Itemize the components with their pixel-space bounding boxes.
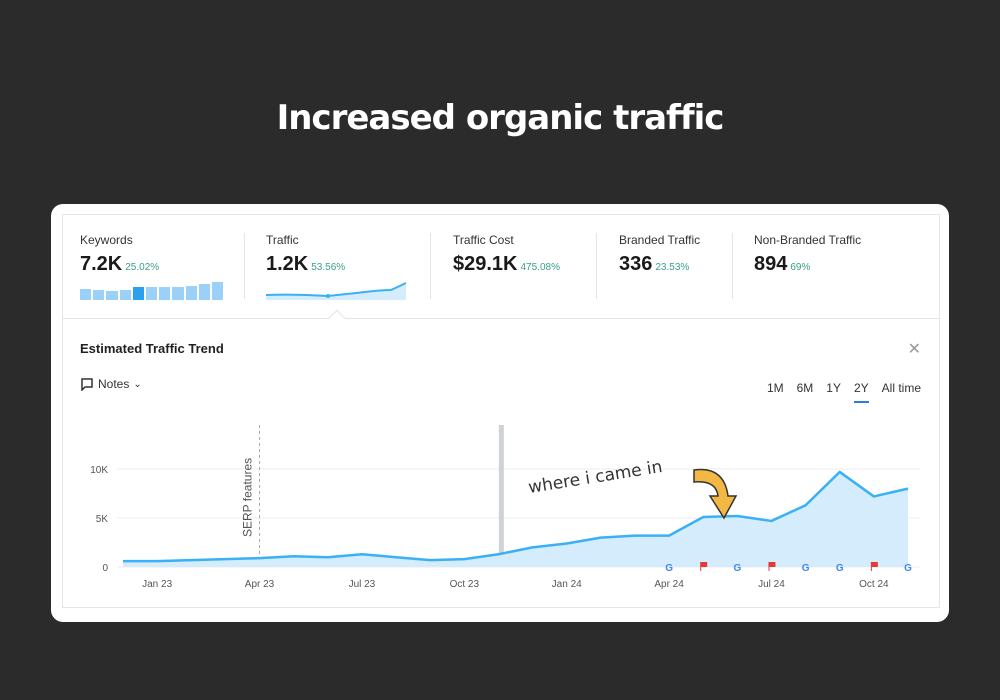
traffic-line <box>123 470 909 563</box>
metric-traffic[interactable]: Traffic 1.2K 53.56% <box>265 233 408 305</box>
google-update-icon: G <box>665 563 673 574</box>
divider <box>596 233 597 299</box>
keyword-bar <box>145 287 158 300</box>
y-tick-label: 10K <box>90 465 108 476</box>
keyword-bar <box>198 283 210 300</box>
notes-dropdown[interactable]: Notes ⌄ <box>80 377 142 391</box>
metric-change: 69% <box>790 262 811 273</box>
metric-change: 475.08% <box>520 262 560 273</box>
close-icon[interactable]: ✕ <box>907 341 921 358</box>
metric-branded-traffic[interactable]: Branded Traffic 336 23.53% <box>619 233 700 276</box>
x-tick-label: Apr 24 <box>654 579 684 590</box>
keyword-bar <box>132 286 144 300</box>
range-tabs: 1M 6M 1Y 2Y All time <box>766 381 921 403</box>
metric-label: Keywords <box>80 233 133 247</box>
x-tick-label: Oct 23 <box>450 579 480 590</box>
keyword-bar <box>119 290 131 300</box>
divider <box>430 233 431 299</box>
current-period-bar <box>498 425 504 567</box>
metric-value: 1.2K <box>266 253 309 275</box>
metric-non-branded-traffic[interactable]: Non-Branded Traffic 894 69% <box>754 233 861 276</box>
google-update-icon: G <box>836 563 844 574</box>
metric-label: Traffic Cost <box>453 233 514 247</box>
panel-title: Estimated Traffic Trend <box>80 341 224 356</box>
keywords-sparkbars <box>80 282 224 300</box>
metric-label: Branded Traffic <box>619 233 701 247</box>
tab-1y[interactable]: 1Y <box>826 381 841 395</box>
keyword-bar <box>106 291 118 300</box>
chevron-down-icon: ⌄ <box>133 378 142 390</box>
metric-label: Non-Branded Traffic <box>754 233 862 247</box>
x-tick-label: Jul 24 <box>758 579 785 590</box>
keyword-bar <box>80 289 92 300</box>
metric-value: 894 <box>754 253 788 275</box>
x-tick-label: Apr 23 <box>245 579 275 590</box>
page-headline: Increased organic traffic <box>276 98 725 138</box>
tab-2y[interactable]: 2Y <box>853 381 869 403</box>
flag-marker-icon <box>768 562 776 571</box>
metric-keywords[interactable]: Keywords 7.2K 25.02% <box>80 233 224 300</box>
google-update-icon: G <box>904 563 912 574</box>
divider <box>732 233 733 299</box>
keyword-bar <box>185 285 197 300</box>
x-tick-label: Jul 23 <box>349 579 376 590</box>
metric-change: 53.56% <box>311 262 346 273</box>
y-tick-label: 5K <box>96 514 109 525</box>
tab-1m[interactable]: 1M <box>766 381 784 395</box>
x-tick-label: Jan 24 <box>552 579 582 590</box>
metric-label: Traffic <box>266 233 299 247</box>
event-label: SERP features <box>241 458 255 537</box>
y-tick-label: 0 <box>102 563 108 574</box>
x-tick-label: Oct 24 <box>859 579 889 590</box>
google-update-icon: G <box>802 563 810 574</box>
keyword-bar <box>172 287 184 300</box>
flag-marker-icon <box>870 562 878 571</box>
tab-all-time[interactable]: All time <box>881 381 921 395</box>
flag-marker-icon <box>700 562 708 571</box>
keyword-bar <box>93 290 105 300</box>
metric-traffic-cost[interactable]: Traffic Cost $29.1K 475.08% <box>453 233 560 276</box>
curved-arrow-icon <box>693 468 738 520</box>
tab-6m[interactable]: 6M <box>796 381 814 395</box>
metric-value: 7.2K <box>80 253 123 275</box>
traffic-sparkline <box>265 282 407 300</box>
keyword-bar <box>211 282 224 300</box>
metric-change: 23.53% <box>655 262 690 273</box>
notes-label: Notes <box>98 377 130 391</box>
google-update-icon: G <box>733 563 741 574</box>
metric-value: $29.1K <box>453 253 518 275</box>
metric-value: 336 <box>619 253 653 275</box>
metric-change: 25.02% <box>125 262 160 273</box>
traffic-area <box>123 471 908 567</box>
divider <box>244 233 245 299</box>
keyword-bar <box>159 287 171 300</box>
comment-icon <box>81 378 93 391</box>
x-tick-label: Jan 23 <box>142 579 172 590</box>
metrics-row: Keywords 7.2K 25.02% Traffic 1.2K 53.56% T… <box>63 215 939 319</box>
